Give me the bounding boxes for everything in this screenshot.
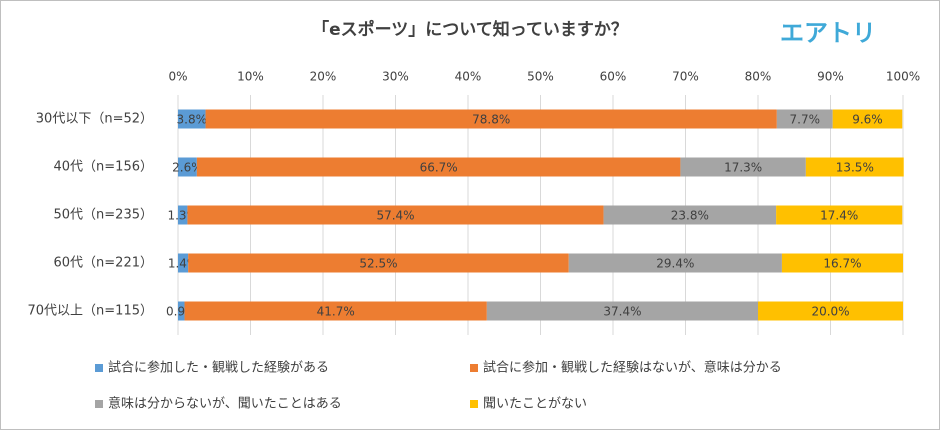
value-label: 17.3% xyxy=(724,161,762,175)
x-tick-label: 30% xyxy=(382,70,409,84)
value-label: 3.8% xyxy=(177,113,208,127)
legend-label: 試合に参加・観戦した経験はないが、意味は分かる xyxy=(483,360,782,376)
value-label: 29.4% xyxy=(656,257,694,271)
bar-segment xyxy=(178,157,197,177)
bar-segment xyxy=(196,157,681,177)
bar-segment xyxy=(680,157,806,177)
y-tick-label: 60代（n=221） xyxy=(54,256,154,271)
bar-segment xyxy=(805,157,904,177)
bar-segment xyxy=(486,301,758,321)
bar-segment xyxy=(603,205,777,225)
legend-swatch xyxy=(470,364,478,372)
bar-segment xyxy=(781,253,903,273)
x-tick-label: 70% xyxy=(672,70,699,84)
x-tick-label: 20% xyxy=(310,70,337,84)
x-tick-label: 50% xyxy=(527,70,554,84)
value-label: 13.5% xyxy=(836,161,874,175)
value-label: 20.0% xyxy=(811,305,849,319)
value-label: 7.7% xyxy=(790,113,821,127)
legend-swatch xyxy=(95,364,103,372)
bar-segment xyxy=(832,109,903,129)
bar-segment xyxy=(776,109,833,129)
x-tick-label: 40% xyxy=(455,70,482,84)
bar-segment xyxy=(188,253,569,273)
value-label: 17.4% xyxy=(820,209,858,223)
x-tick-label: 60% xyxy=(600,70,627,84)
logo: エアトリ xyxy=(780,19,876,47)
bar-segment xyxy=(205,109,777,129)
value-label: 66.7% xyxy=(420,161,458,175)
bar-segment xyxy=(178,109,206,129)
x-tick-label: 90% xyxy=(817,70,844,84)
legend-swatch xyxy=(95,400,103,408)
chart-title: 「eスポーツ」について知っていますか？ xyxy=(312,19,628,40)
value-label: 16.7% xyxy=(823,257,861,271)
x-tick-label: 10% xyxy=(237,70,264,84)
value-label: 37.4% xyxy=(603,305,641,319)
value-label: 9.6% xyxy=(852,113,883,127)
x-tick-label: 80% xyxy=(745,70,772,84)
value-label: 41.7% xyxy=(317,305,355,319)
legend-label: 聞いたことがない xyxy=(483,397,587,412)
legend-swatch xyxy=(470,400,478,408)
x-tick-label: 100% xyxy=(886,70,920,84)
bar-segment xyxy=(184,301,487,321)
bar-segment xyxy=(187,205,604,225)
bar-segment xyxy=(178,205,188,225)
value-label: 2.6% xyxy=(172,161,203,175)
legend-label: 意味は分からないが、聞いたことはある xyxy=(108,396,342,412)
bar-segment xyxy=(776,205,903,225)
bar-segment xyxy=(178,301,185,321)
y-tick-label: 70代以上（n=115） xyxy=(28,304,154,319)
legend-label: 試合に参加した・観戦した経験がある xyxy=(108,360,329,376)
x-tick-label: 0% xyxy=(168,70,187,84)
y-tick-label: 30代以下（n=52） xyxy=(36,112,153,127)
bar-segment xyxy=(758,301,903,321)
bar-segment xyxy=(178,253,189,273)
value-label: 52.5% xyxy=(359,257,397,271)
y-tick-label: 40代（n=156） xyxy=(54,160,154,175)
value-label: 57.4% xyxy=(376,209,414,223)
y-tick-label: 50代（n=235） xyxy=(54,208,154,223)
value-label: 23.8% xyxy=(671,209,709,223)
bar-segment xyxy=(568,253,782,273)
value-label: 78.8% xyxy=(472,113,510,127)
